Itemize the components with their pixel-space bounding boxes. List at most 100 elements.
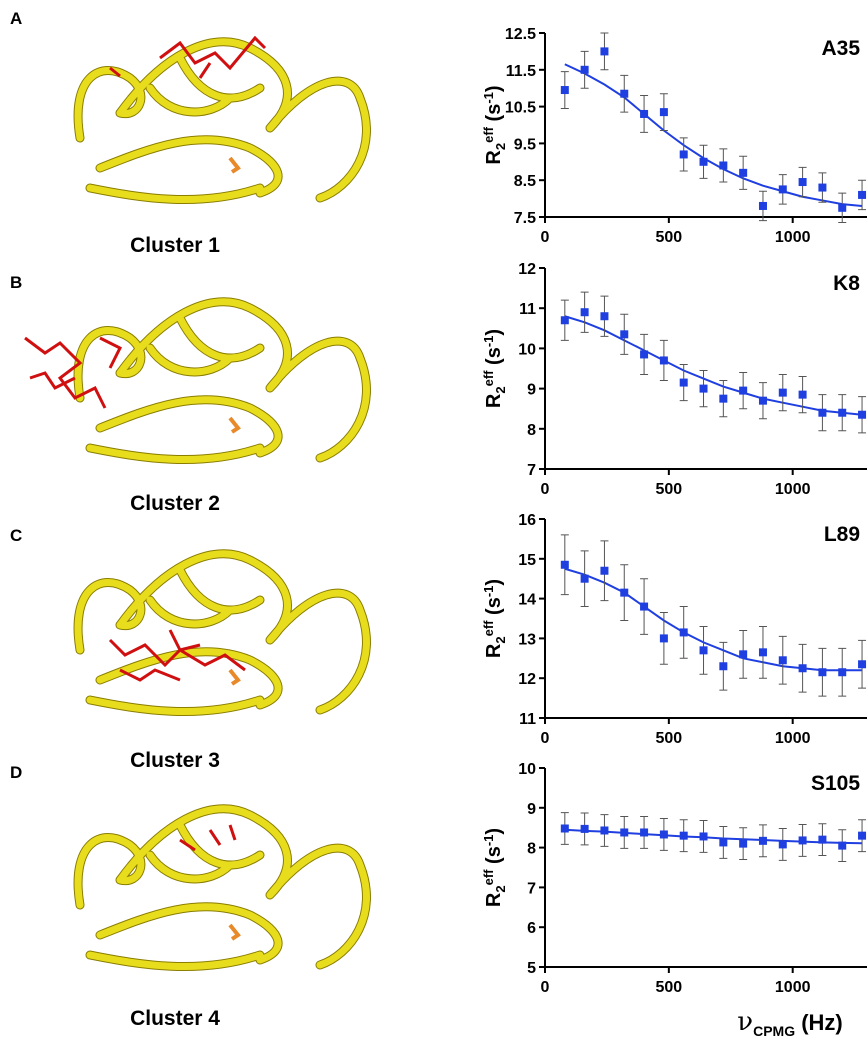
data-point bbox=[640, 350, 648, 358]
data-point bbox=[660, 356, 668, 364]
data-point bbox=[640, 603, 648, 611]
structure-b bbox=[25, 302, 366, 460]
panel-caption: Cluster 3 bbox=[130, 749, 220, 772]
data-point bbox=[600, 567, 608, 575]
x-tick-label: 500 bbox=[655, 979, 682, 996]
data-point bbox=[660, 108, 668, 116]
data-point bbox=[779, 840, 787, 848]
y-label-part: 2 bbox=[493, 386, 508, 393]
y-tick-label: 13 bbox=[518, 631, 536, 648]
data-point bbox=[858, 832, 866, 840]
y-label-part: (s bbox=[483, 104, 505, 127]
data-point bbox=[818, 668, 826, 676]
data-point bbox=[561, 316, 569, 324]
data-point bbox=[620, 828, 628, 836]
data-point bbox=[838, 409, 846, 417]
x-label-part: (Hz) bbox=[795, 1010, 843, 1035]
y-tick-label: 10 bbox=[518, 761, 536, 778]
y-label-part: ) bbox=[483, 579, 505, 586]
data-point bbox=[759, 837, 767, 845]
y-tick-label: 11.5 bbox=[506, 63, 536, 80]
data-point bbox=[581, 825, 589, 833]
data-point bbox=[838, 842, 846, 850]
data-point bbox=[581, 308, 589, 316]
y-tick-label: 7 bbox=[527, 880, 536, 897]
fit-curve bbox=[565, 830, 862, 844]
data-point bbox=[680, 628, 688, 636]
data-point bbox=[818, 409, 826, 417]
data-point bbox=[620, 589, 628, 597]
panel-caption: Cluster 1 bbox=[130, 234, 220, 257]
y-label-part: ) bbox=[483, 329, 505, 336]
data-point bbox=[759, 648, 767, 656]
x-label-part: CPMG bbox=[753, 1023, 795, 1039]
y-tick-label: 5 bbox=[527, 960, 536, 977]
data-point bbox=[858, 411, 866, 419]
x-tick-label: 500 bbox=[655, 229, 682, 246]
y-tick-label: 11 bbox=[519, 711, 536, 728]
data-point bbox=[581, 66, 589, 74]
y-tick-label: 12.5 bbox=[505, 26, 536, 43]
y-label-part: -1 bbox=[481, 586, 496, 598]
x-label-part: ν bbox=[737, 1007, 753, 1037]
y-label-part: eff bbox=[481, 126, 496, 143]
y-label-part: eff bbox=[481, 869, 496, 886]
y-tick-label: 11 bbox=[519, 301, 536, 318]
y-tick-label: 12 bbox=[518, 261, 536, 278]
y-label-part: (s bbox=[483, 347, 505, 370]
y-label-part: -1 bbox=[481, 92, 496, 104]
data-point bbox=[600, 47, 608, 55]
y-tick-label: 8.5 bbox=[514, 173, 536, 190]
data-point bbox=[660, 830, 668, 838]
data-point bbox=[759, 202, 767, 210]
data-point bbox=[700, 646, 708, 654]
y-label-part: -1 bbox=[481, 336, 496, 348]
data-point bbox=[818, 184, 826, 192]
y-axis-label: R2eff (s-1) bbox=[481, 828, 508, 907]
chart-title: S105 bbox=[811, 772, 860, 795]
panel-label: C bbox=[10, 526, 22, 545]
data-point bbox=[838, 668, 846, 676]
y-axis-label: R2eff (s-1) bbox=[481, 85, 508, 164]
data-point bbox=[680, 150, 688, 158]
figure: ACluster 1BCluster 2CCluster 3DCluster 4… bbox=[0, 0, 867, 1047]
y-tick-label: 8 bbox=[527, 422, 536, 439]
y-axis-label: R2eff (s-1) bbox=[481, 579, 508, 658]
data-point bbox=[799, 836, 807, 844]
fit-curve bbox=[565, 569, 862, 670]
x-tick-label: 1000 bbox=[775, 481, 811, 498]
chart-title: L89 bbox=[824, 523, 860, 546]
data-point bbox=[779, 656, 787, 664]
x-tick-label: 500 bbox=[655, 481, 682, 498]
y-tick-label: 16 bbox=[518, 512, 536, 529]
data-point bbox=[680, 832, 688, 840]
data-point bbox=[640, 110, 648, 118]
data-point bbox=[640, 828, 648, 836]
data-point bbox=[739, 169, 747, 177]
y-label-part: 2 bbox=[493, 885, 508, 892]
structure-c bbox=[78, 554, 366, 712]
data-point bbox=[858, 191, 866, 199]
x-tick-label: 0 bbox=[541, 481, 550, 498]
y-label-part: eff bbox=[481, 370, 496, 387]
data-point bbox=[600, 312, 608, 320]
y-label-part: (s bbox=[483, 846, 505, 869]
y-tick-label: 10 bbox=[518, 341, 536, 358]
data-point bbox=[719, 161, 727, 169]
data-point bbox=[581, 575, 589, 583]
y-tick-label: 6 bbox=[527, 920, 536, 937]
x-tick-label: 1000 bbox=[775, 229, 811, 246]
data-point bbox=[561, 86, 569, 94]
data-point bbox=[620, 330, 628, 338]
data-point bbox=[739, 650, 747, 658]
data-point bbox=[739, 840, 747, 848]
data-point bbox=[600, 826, 608, 834]
y-tick-label: 12 bbox=[518, 671, 536, 688]
data-point bbox=[779, 389, 787, 397]
data-point bbox=[858, 660, 866, 668]
data-point bbox=[719, 395, 727, 403]
y-label-part: ) bbox=[483, 828, 505, 835]
data-point bbox=[759, 397, 767, 405]
y-tick-label: 8 bbox=[527, 841, 536, 858]
fit-curve bbox=[565, 316, 862, 414]
